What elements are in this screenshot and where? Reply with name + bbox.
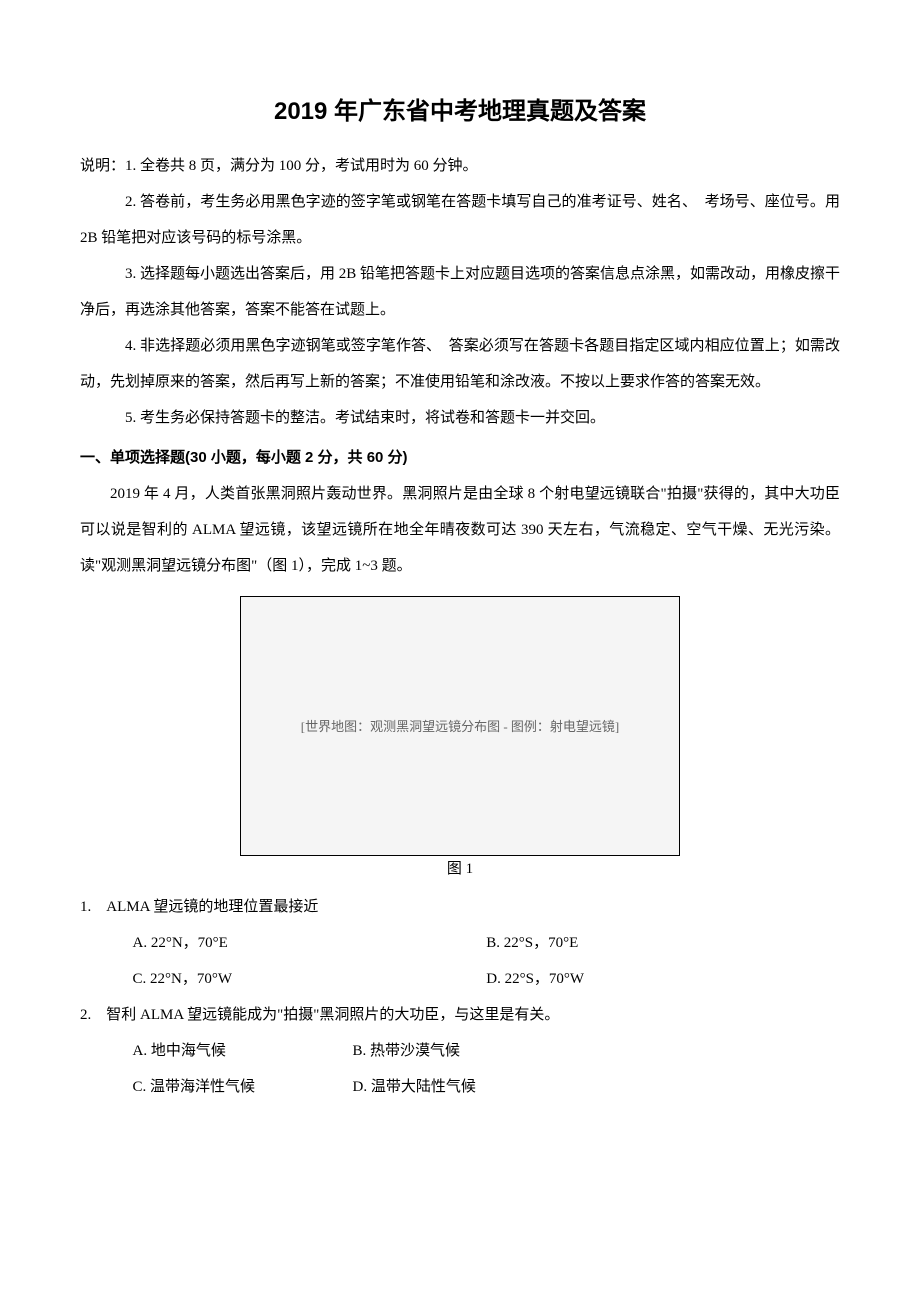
figure-1-container: [世界地图：观测黑洞望远镜分布图 - 图例：射电望远镜] 图 1 <box>80 596 840 877</box>
question-1-option-a: A. 22°N，70°E <box>133 925 487 961</box>
question-1-option-c: C. 22°N，70°W <box>133 961 487 997</box>
question-1-option-b: B. 22°S，70°E <box>486 925 840 961</box>
figure-1-caption: 图 1 <box>80 862 840 877</box>
passage-1: 2019 年 4 月，人类首张黑洞照片轰动世界。黑洞照片是由全球 8 个射电望远… <box>80 476 840 584</box>
question-1-option-d: D. 22°S，70°W <box>486 961 840 997</box>
document-title: 2019 年广东省中考地理真题及答案 <box>80 100 840 124</box>
question-1: 1. ALMA 望远镜的地理位置最接近 A. 22°N，70°E B. 22°S… <box>80 889 840 997</box>
question-2-option-a: A. 地中海气候 <box>133 1033 353 1069</box>
question-2-option-d: D. 温带大陆性气候 <box>353 1069 841 1105</box>
section-1-heading: 一、单项选择题(30 小题，每小题 2 分，共 60 分) <box>80 440 840 476</box>
question-1-stem: 1. ALMA 望远镜的地理位置最接近 <box>80 889 840 925</box>
instruction-5: 5. 考生务必保持答题卡的整洁。考试结束时，将试卷和答题卡一并交回。 <box>80 400 840 436</box>
instruction-4: 4. 非选择题必须用黑色字迹钢笔或签字笔作答、 答案必须写在答题卡各题目指定区域… <box>80 328 840 400</box>
question-2: 2. 智利 ALMA 望远镜能成为"拍摄"黑洞照片的大功臣，与这里是有关。 A.… <box>80 997 840 1105</box>
instruction-2: 2. 答卷前，考生务必用黑色字迹的签字笔或钢笔在答题卡填写自己的准考证号、姓名、… <box>80 184 840 256</box>
figure-1-map: [世界地图：观测黑洞望远镜分布图 - 图例：射电望远镜] <box>240 596 680 856</box>
question-2-option-b: B. 热带沙漠气候 <box>353 1033 841 1069</box>
instruction-3: 3. 选择题每小题选出答案后，用 2B 铅笔把答题卡上对应题目选项的答案信息点涂… <box>80 256 840 328</box>
question-2-option-c: C. 温带海洋性气候 <box>133 1069 353 1105</box>
question-2-stem: 2. 智利 ALMA 望远镜能成为"拍摄"黑洞照片的大功臣，与这里是有关。 <box>80 997 840 1033</box>
instruction-1: 说明：1. 全卷共 8 页，满分为 100 分，考试用时为 60 分钟。 <box>80 148 840 184</box>
